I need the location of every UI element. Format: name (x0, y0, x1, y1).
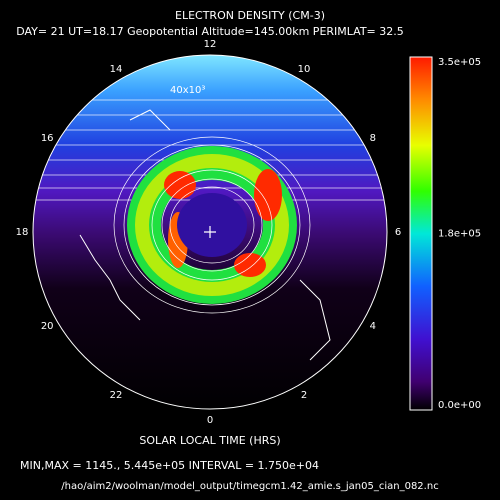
hot-spot (164, 171, 196, 199)
polar-cap (177, 193, 247, 257)
map (33, 55, 387, 409)
oval-core (135, 154, 289, 296)
hour-label: 10 (298, 64, 311, 75)
hour-label: 0 (207, 415, 213, 426)
colorbar-label: 1.8e+05 (438, 229, 481, 240)
colorbar-label: 0.0e+00 (438, 400, 481, 411)
hour-label: 4 (370, 321, 376, 332)
file-path: /hao/aim2/woolman/model_output/timegcm1.… (61, 481, 438, 492)
coastline (79, 109, 331, 361)
colorbar (409, 56, 433, 411)
hour-label: 14 (110, 64, 123, 75)
hour-label: 6 (395, 227, 401, 238)
hour-label: 8 (370, 133, 376, 144)
hour-label: 22 (110, 390, 123, 401)
map-border (32, 54, 388, 410)
hour-label: 12 (204, 39, 217, 50)
hour-label: 18 (16, 227, 29, 238)
title: ELECTRON DENSITY (CM-3) (175, 9, 325, 22)
hot-spot (234, 253, 266, 277)
hour-label: 16 (41, 133, 54, 144)
hour-label: 2 (301, 390, 307, 401)
subtitle: DAY= 21 UT=18.17 Geopotential Altitude=1… (16, 25, 404, 38)
contours (113, 136, 311, 314)
hour-label: 20 (41, 321, 54, 332)
colorbar-label: 3.5e+05 (438, 57, 481, 68)
pole-marker (204, 226, 216, 238)
contour-label: 40x10³ (170, 85, 205, 96)
x-axis-label: SOLAR LOCAL TIME (HRS) (139, 434, 280, 447)
hot-spot (254, 169, 282, 221)
stats: MIN,MAX = 1145., 5.445e+05 INTERVAL = 1.… (20, 459, 319, 472)
